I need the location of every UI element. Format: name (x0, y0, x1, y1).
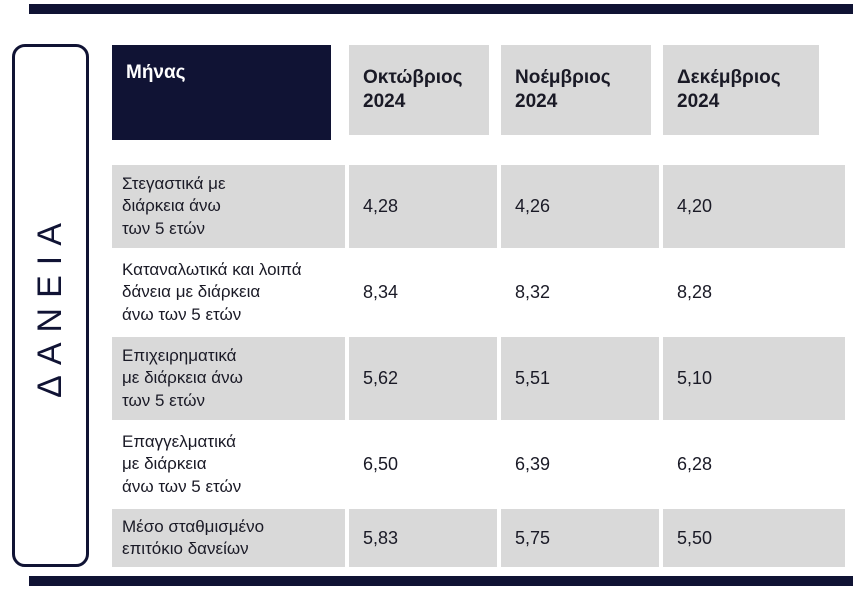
row-label: Επιχειρηματικά με διάρκεια άνω των 5 ετώ… (112, 337, 345, 420)
column-header-november-2024: Νοέμβριος 2024 (501, 45, 651, 135)
row-label: Στεγαστικά με διάρκεια άνω των 5 ετών (112, 165, 345, 248)
category-pill: ΔΑΝΕΙΑ (12, 44, 89, 567)
rate-value: 8,34 (349, 251, 497, 334)
table-header-row: Μήνας Οκτώβριος 2024 Νοέμβριος 2024 Δεκέ… (112, 45, 845, 140)
rate-value: 5,62 (349, 337, 497, 420)
loan-rates-table: Μήνας Οκτώβριος 2024 Νοέμβριος 2024 Δεκέ… (112, 45, 845, 570)
rate-value: 4,26 (501, 165, 659, 248)
header-corner-cell: Μήνας (112, 45, 331, 140)
column-header-december-2024: Δεκέμβριος 2024 (663, 45, 819, 135)
table-row-business-loans: Επιχειρηματικά με διάρκεια άνω των 5 ετώ… (112, 337, 845, 420)
rate-value: 6,28 (663, 423, 845, 506)
row-label: Μέσο σταθμισμένο επιτόκιο δανείων (112, 509, 345, 567)
table-row-consumer-loans: Καταναλωτικά και λοιπά δάνεια με διάρκει… (112, 251, 845, 334)
rate-value: 4,28 (349, 165, 497, 248)
category-label: ΔΑΝΕΙΑ (31, 213, 69, 398)
row-label: Καταναλωτικά και λοιπά δάνεια με διάρκει… (112, 251, 345, 334)
rate-value: 4,20 (663, 165, 845, 248)
rate-value: 6,50 (349, 423, 497, 506)
row-label: Επαγγελματικά με διάρκεια άνω των 5 ετών (112, 423, 345, 506)
rate-value: 5,75 (501, 509, 659, 567)
column-header-october-2024: Οκτώβριος 2024 (349, 45, 489, 135)
rate-value: 6,39 (501, 423, 659, 506)
rate-value: 8,32 (501, 251, 659, 334)
rate-value: 5,10 (663, 337, 845, 420)
table-row-mortgage-loans: Στεγαστικά με διάρκεια άνω των 5 ετών 4,… (112, 165, 845, 248)
table-row-weighted-average-rate: Μέσο σταθμισμένο επιτόκιο δανείων 5,83 5… (112, 509, 845, 567)
rate-value: 8,28 (663, 251, 845, 334)
table-row-professional-loans: Επαγγελματικά με διάρκεια άνω των 5 ετών… (112, 423, 845, 506)
rate-value: 5,51 (501, 337, 659, 420)
rate-value: 5,83 (349, 509, 497, 567)
bottom-divider-bar (29, 576, 853, 586)
top-divider-bar (29, 4, 853, 14)
rate-value: 5,50 (663, 509, 845, 567)
